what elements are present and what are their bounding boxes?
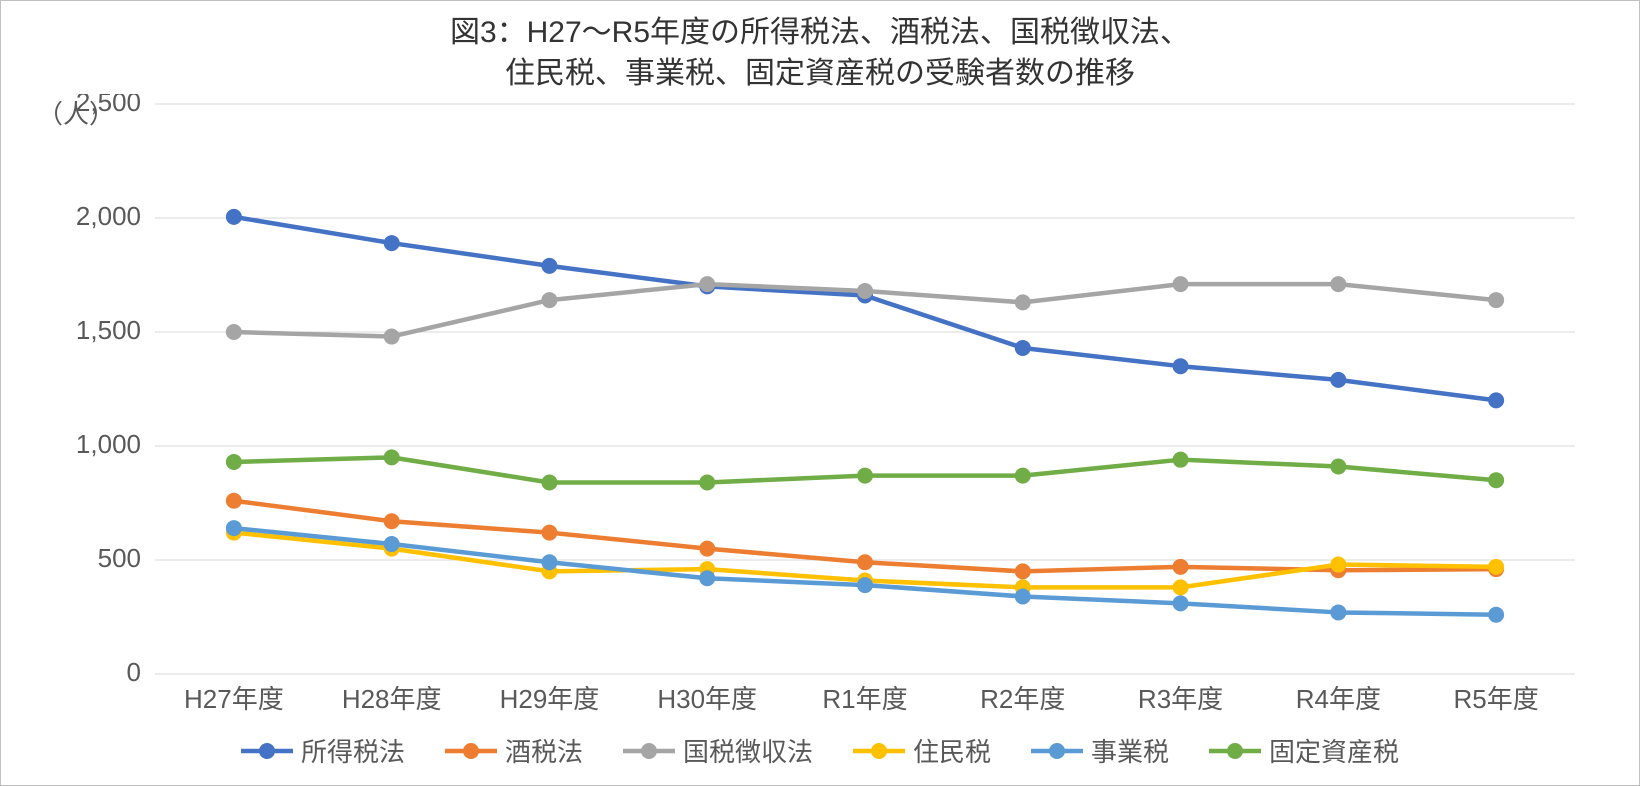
legend-item: 所得税法	[241, 732, 405, 769]
y-tick-label: 500	[98, 543, 141, 573]
series-marker	[541, 292, 557, 308]
y-tick-label: 2,000	[76, 201, 141, 231]
legend-swatch	[1209, 741, 1261, 761]
legend-swatch	[241, 741, 293, 761]
series-marker	[226, 520, 242, 536]
x-tick-label: H28年度	[342, 684, 442, 714]
series-marker	[857, 468, 873, 484]
series-marker	[384, 536, 400, 552]
series-marker	[1015, 294, 1031, 310]
legend-swatch	[623, 741, 675, 761]
series-marker	[1330, 372, 1346, 388]
x-tick-label: R5年度	[1453, 684, 1538, 714]
legend-label: 固定資産税	[1269, 732, 1399, 769]
x-tick-label: R2年度	[980, 684, 1065, 714]
series-marker	[699, 474, 715, 490]
plot-area: 0 500 1,000 1,500 2,000 2,500 H27年度 H28年度 H29年度 H…	[25, 94, 1615, 724]
series-marker	[1488, 392, 1504, 408]
y-tick-label: 1,500	[76, 315, 141, 345]
legend-label: 住民税	[913, 732, 991, 769]
series-marker	[699, 276, 715, 292]
series-marker	[1173, 276, 1189, 292]
x-tick-label: R3年度	[1138, 684, 1223, 714]
series-marker	[1330, 557, 1346, 573]
legend: 所得税法 酒税法 国税徴収法 住民税 事業税 固定資産税	[25, 724, 1615, 773]
series-marker	[1488, 292, 1504, 308]
series-marker	[1015, 588, 1031, 604]
series-marker	[1015, 468, 1031, 484]
series-marker	[541, 525, 557, 541]
series-marker	[384, 235, 400, 251]
series-marker	[857, 554, 873, 570]
line-chart-svg: 0 500 1,000 1,500 2,000 2,500 H27年度 H28年度 H29年度 H…	[25, 94, 1615, 724]
series-marker	[699, 570, 715, 586]
legend-label: 事業税	[1091, 732, 1169, 769]
series-marker	[541, 554, 557, 570]
x-tick-label: R4年度	[1296, 684, 1381, 714]
series-line	[234, 217, 1496, 401]
legend-label: 所得税法	[301, 732, 405, 769]
series-marker	[1173, 358, 1189, 374]
legend-swatch	[445, 741, 497, 761]
y-tick-label: 2,500	[76, 94, 141, 117]
legend-swatch	[1031, 741, 1083, 761]
x-tick-label: H30年度	[657, 684, 757, 714]
series-marker	[226, 324, 242, 340]
series-marker	[1173, 452, 1189, 468]
series-marker	[699, 541, 715, 557]
legend-item: 酒税法	[445, 732, 583, 769]
legend-item: 事業税	[1031, 732, 1169, 769]
x-tick-label: H29年度	[500, 684, 600, 714]
series-marker	[541, 258, 557, 274]
chart-container: 図3：H27～R5年度の所得税法、酒税法、国税徴収法、 住民税、事業税、固定資産…	[0, 0, 1640, 786]
series-marker	[384, 329, 400, 345]
series-marker	[1330, 459, 1346, 475]
x-tick-label: H27年度	[184, 684, 284, 714]
series-marker	[857, 283, 873, 299]
legend-label: 国税徴収法	[683, 732, 813, 769]
chart-title-line2: 住民税、事業税、固定資産税の受験者数の推移	[25, 54, 1615, 95]
series-marker	[1015, 563, 1031, 579]
series-marker	[1173, 579, 1189, 595]
series-marker	[541, 474, 557, 490]
legend-item: 国税徴収法	[623, 732, 813, 769]
series-marker	[1173, 559, 1189, 575]
series-marker	[857, 577, 873, 593]
series-marker	[384, 513, 400, 529]
series-marker	[1330, 604, 1346, 620]
series-marker	[1015, 340, 1031, 356]
series-marker	[1488, 559, 1504, 575]
legend-swatch	[853, 741, 905, 761]
series-marker	[226, 454, 242, 470]
series-marker	[384, 449, 400, 465]
legend-item: 固定資産税	[1209, 732, 1399, 769]
series-marker	[1173, 595, 1189, 611]
chart-title-line1: 図3：H27～R5年度の所得税法、酒税法、国税徴収法、	[25, 13, 1615, 54]
y-tick-label: 1,000	[76, 429, 141, 459]
series-marker	[1488, 472, 1504, 488]
legend-item: 住民税	[853, 732, 991, 769]
series-marker	[1330, 276, 1346, 292]
chart-title: 図3：H27～R5年度の所得税法、酒税法、国税徴収法、 住民税、事業税、固定資産…	[25, 13, 1615, 94]
x-tick-label: R1年度	[822, 684, 907, 714]
y-tick-label: 0	[127, 657, 141, 687]
series-marker	[1488, 607, 1504, 623]
legend-label: 酒税法	[505, 732, 583, 769]
series-marker	[226, 493, 242, 509]
series-marker	[226, 209, 242, 225]
